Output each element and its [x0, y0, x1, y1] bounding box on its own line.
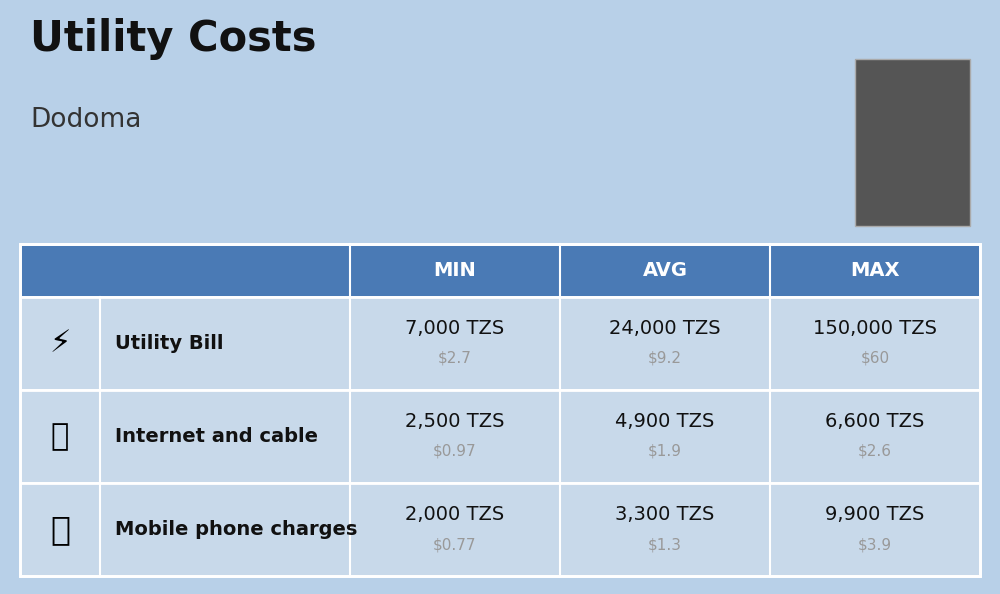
- Text: 4,900 TZS: 4,900 TZS: [615, 412, 715, 431]
- Polygon shape: [713, 24, 1000, 261]
- Polygon shape: [855, 59, 970, 226]
- Text: $2.6: $2.6: [858, 444, 892, 459]
- Text: Utility Bill: Utility Bill: [115, 334, 224, 353]
- Text: $0.97: $0.97: [433, 444, 477, 459]
- FancyBboxPatch shape: [20, 244, 980, 297]
- Text: 3,300 TZS: 3,300 TZS: [615, 505, 715, 525]
- Text: $1.3: $1.3: [648, 537, 682, 552]
- FancyBboxPatch shape: [20, 390, 980, 483]
- Text: MIN: MIN: [434, 261, 476, 280]
- Text: ⚡: ⚡: [49, 329, 71, 358]
- Text: 2,500 TZS: 2,500 TZS: [405, 412, 505, 431]
- Polygon shape: [855, 59, 970, 226]
- Text: Mobile phone charges: Mobile phone charges: [115, 520, 357, 539]
- Text: Utility Costs: Utility Costs: [30, 18, 316, 60]
- Text: $9.2: $9.2: [648, 351, 682, 366]
- Text: $1.9: $1.9: [648, 444, 682, 459]
- Text: MAX: MAX: [850, 261, 900, 280]
- Text: $2.7: $2.7: [438, 351, 472, 366]
- Text: $60: $60: [860, 351, 890, 366]
- Text: $3.9: $3.9: [858, 537, 892, 552]
- FancyBboxPatch shape: [20, 297, 980, 390]
- Text: AVG: AVG: [642, 261, 687, 280]
- Text: 9,900 TZS: 9,900 TZS: [825, 505, 925, 525]
- Text: 7,000 TZS: 7,000 TZS: [405, 319, 505, 338]
- Text: 24,000 TZS: 24,000 TZS: [609, 319, 721, 338]
- Text: Dodoma: Dodoma: [30, 107, 141, 133]
- Text: 📱: 📱: [50, 513, 70, 546]
- Text: 2,000 TZS: 2,000 TZS: [405, 505, 505, 525]
- Text: 6,600 TZS: 6,600 TZS: [825, 412, 925, 431]
- Text: $0.77: $0.77: [433, 537, 477, 552]
- Text: 📡: 📡: [51, 422, 69, 451]
- Text: Internet and cable: Internet and cable: [115, 427, 318, 446]
- Polygon shape: [753, 34, 1000, 251]
- Text: 150,000 TZS: 150,000 TZS: [813, 319, 937, 338]
- FancyBboxPatch shape: [20, 483, 980, 576]
